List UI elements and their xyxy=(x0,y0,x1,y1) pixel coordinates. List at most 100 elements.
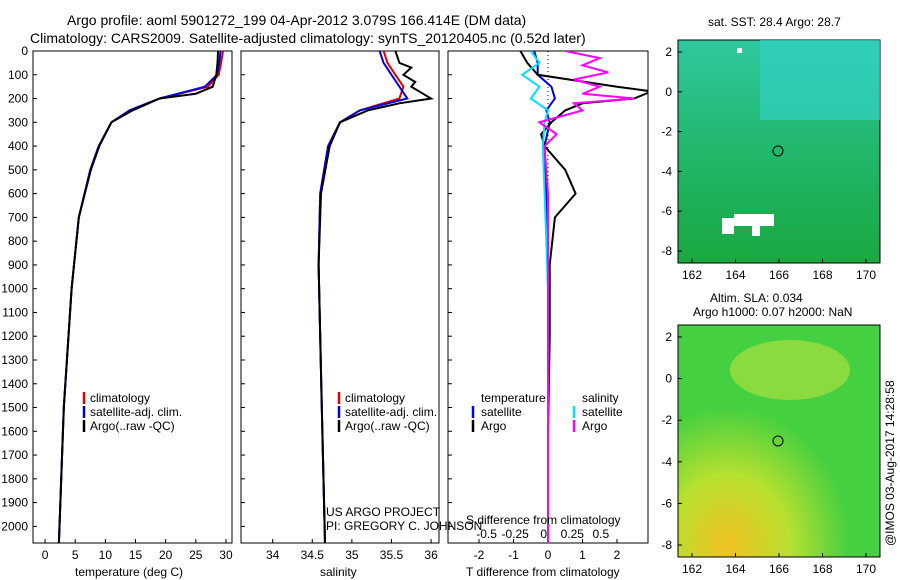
depth-tick-label: 1600 xyxy=(1,424,28,438)
sla-map-title-2: Argo h1000: 0.07 h2000: NaN xyxy=(693,305,852,319)
map-y-tick-label: 0 xyxy=(665,372,672,386)
depth-tick-label: 1000 xyxy=(1,282,28,296)
pi-credit: PI: GREGORY C. JOHNSON xyxy=(326,519,482,533)
difference-legend: temperature satellite Argo salinity sate… xyxy=(471,391,623,433)
map-x-tick-label: 170 xyxy=(856,268,876,282)
depth-tick-label: 1700 xyxy=(1,448,28,462)
map-x-tick-label: 166 xyxy=(769,562,789,576)
salinity-x-tick-label: 34 xyxy=(266,548,280,562)
difference-s-tick-label: 0.5 xyxy=(593,527,610,541)
sst-map xyxy=(677,39,881,264)
map-y-tick-label: -4 xyxy=(661,164,672,178)
map-y-tick-label: -6 xyxy=(661,496,672,510)
map-x-tick-label: 168 xyxy=(812,268,832,282)
depth-tick-label: 800 xyxy=(8,234,28,248)
depth-tick-label: 200 xyxy=(8,92,28,106)
difference-s-tick-label: -0.5 xyxy=(476,527,497,541)
temperature-series-satellite-adj-clim- xyxy=(57,51,222,543)
legend-satellite-label: satellite-adj. clim. xyxy=(90,405,182,419)
difference-t-tick-label: -1 xyxy=(508,548,519,562)
map-y-tick-label: -8 xyxy=(661,244,672,258)
difference-t-tick-label: 1 xyxy=(579,548,586,562)
difference-t-tick-label: 0 xyxy=(545,548,552,562)
temperature-x-tick-label: 20 xyxy=(159,548,173,562)
map-y-tick-label: 0 xyxy=(665,85,672,99)
temperature-x-tick-label: 5 xyxy=(72,548,79,562)
difference-t-tick-label: 2 xyxy=(614,548,621,562)
salinity-x-tick-label: 35 xyxy=(345,548,359,562)
salinity-series-climatology xyxy=(317,51,405,543)
difference-s-tick-label: 0 xyxy=(540,527,547,541)
map-x-tick-label: 164 xyxy=(725,268,745,282)
legend-climatology-label: climatology xyxy=(90,391,150,405)
difference-series-t-argo xyxy=(519,51,648,543)
depth-tick-label: 900 xyxy=(8,258,28,272)
difference-s-tick-label: -0.25 xyxy=(501,527,529,541)
salinity-panel-frame xyxy=(240,50,440,544)
depth-tick-label: 700 xyxy=(8,210,28,224)
salinity-x-tick-label: 34.5 xyxy=(301,548,325,562)
legend-temperature-title: temperature xyxy=(481,391,546,405)
legend-t-argo-label: Argo xyxy=(481,419,507,433)
temperature-series-argo-raw-qc- xyxy=(57,51,220,543)
title-line-2: Climatology: CARS2009. Satellite-adjuste… xyxy=(30,30,586,46)
depth-tick-label: 1300 xyxy=(1,353,28,367)
map-y-tick-label: 2 xyxy=(665,45,672,59)
salinity-legend: climatology satellite-adj. clim. Argo(..… xyxy=(337,391,437,433)
depth-tick-label: 0 xyxy=(21,44,28,58)
difference-xlabel-top: S difference from climatology xyxy=(466,513,621,527)
temperature-panel-frame xyxy=(32,50,233,544)
project-credit: US ARGO PROJECT xyxy=(326,505,441,519)
salinity-xlabel: salinity xyxy=(320,565,357,579)
depth-tick-label: 1100 xyxy=(2,305,28,319)
temperature-series-climatology xyxy=(57,51,224,543)
salinity-x-tick-label: 36 xyxy=(424,548,438,562)
map-y-tick-label: -2 xyxy=(661,413,672,427)
sla-map-title-1: Altim. SLA: 0.034 xyxy=(710,291,803,305)
legend-argo-label: Argo(..raw -QC) xyxy=(90,419,175,433)
argo-float-marker xyxy=(772,145,784,157)
title-line-1: Argo profile: aoml 5901272_199 04-Apr-20… xyxy=(67,12,527,28)
difference-series-s-argo xyxy=(537,51,635,543)
sst-missing-data xyxy=(722,214,774,236)
depth-tick-label: 600 xyxy=(8,187,28,201)
temperature-legend: climatology satellite-adj. clim. Argo(..… xyxy=(82,391,182,433)
legend-s-satellite-label: satellite xyxy=(582,405,623,419)
sst-map-title: sat. SST: 28.4 Argo: 28.7 xyxy=(708,15,841,29)
depth-tick-label: 300 xyxy=(8,115,28,129)
temperature-x-tick-label: 25 xyxy=(189,548,203,562)
legend-climatology-label: climatology xyxy=(345,391,405,405)
temperature-x-tick-label: 0 xyxy=(42,548,49,562)
depth-tick-label: 1900 xyxy=(1,496,28,510)
legend-satellite-label: satellite-adj. clim. xyxy=(345,405,437,419)
depth-tick-label: 500 xyxy=(8,163,28,177)
sla-high-patch xyxy=(730,340,850,400)
sla-map xyxy=(677,324,881,558)
difference-t-tick-label: -2 xyxy=(474,548,485,562)
legend-s-argo-label: Argo xyxy=(582,419,608,433)
map-x-tick-label: 162 xyxy=(682,268,702,282)
map-x-tick-label: 170 xyxy=(856,562,876,576)
temperature-x-tick-label: 15 xyxy=(129,548,143,562)
temperature-x-tick-label: 30 xyxy=(219,548,233,562)
difference-s-tick-label: 0.25 xyxy=(561,527,585,541)
difference-xlabel-bottom: T difference from climatology xyxy=(466,565,620,579)
argo-float-marker xyxy=(772,435,784,447)
map-x-tick-label: 162 xyxy=(682,562,702,576)
map-y-tick-label: -8 xyxy=(661,538,672,552)
map-y-tick-label: -4 xyxy=(661,455,672,469)
salinity-series-argo-raw-qc- xyxy=(317,51,435,543)
map-x-tick-label: 164 xyxy=(725,562,745,576)
map-y-tick-label: -2 xyxy=(661,125,672,139)
map-x-tick-label: 168 xyxy=(812,562,832,576)
imos-stamp: @IMOS 03-Aug-2017 14:28:58 xyxy=(883,380,897,546)
depth-tick-label: 1400 xyxy=(1,377,28,391)
legend-argo-label: Argo(..raw -QC) xyxy=(345,419,430,433)
temperature-x-tick-label: 10 xyxy=(99,548,113,562)
depth-tick-label: 1500 xyxy=(1,401,28,415)
depth-tick-label: 1200 xyxy=(1,329,28,343)
map-x-tick-label: 166 xyxy=(769,268,789,282)
depth-tick-label: 400 xyxy=(8,139,28,153)
sst-cool-patch xyxy=(760,40,880,120)
